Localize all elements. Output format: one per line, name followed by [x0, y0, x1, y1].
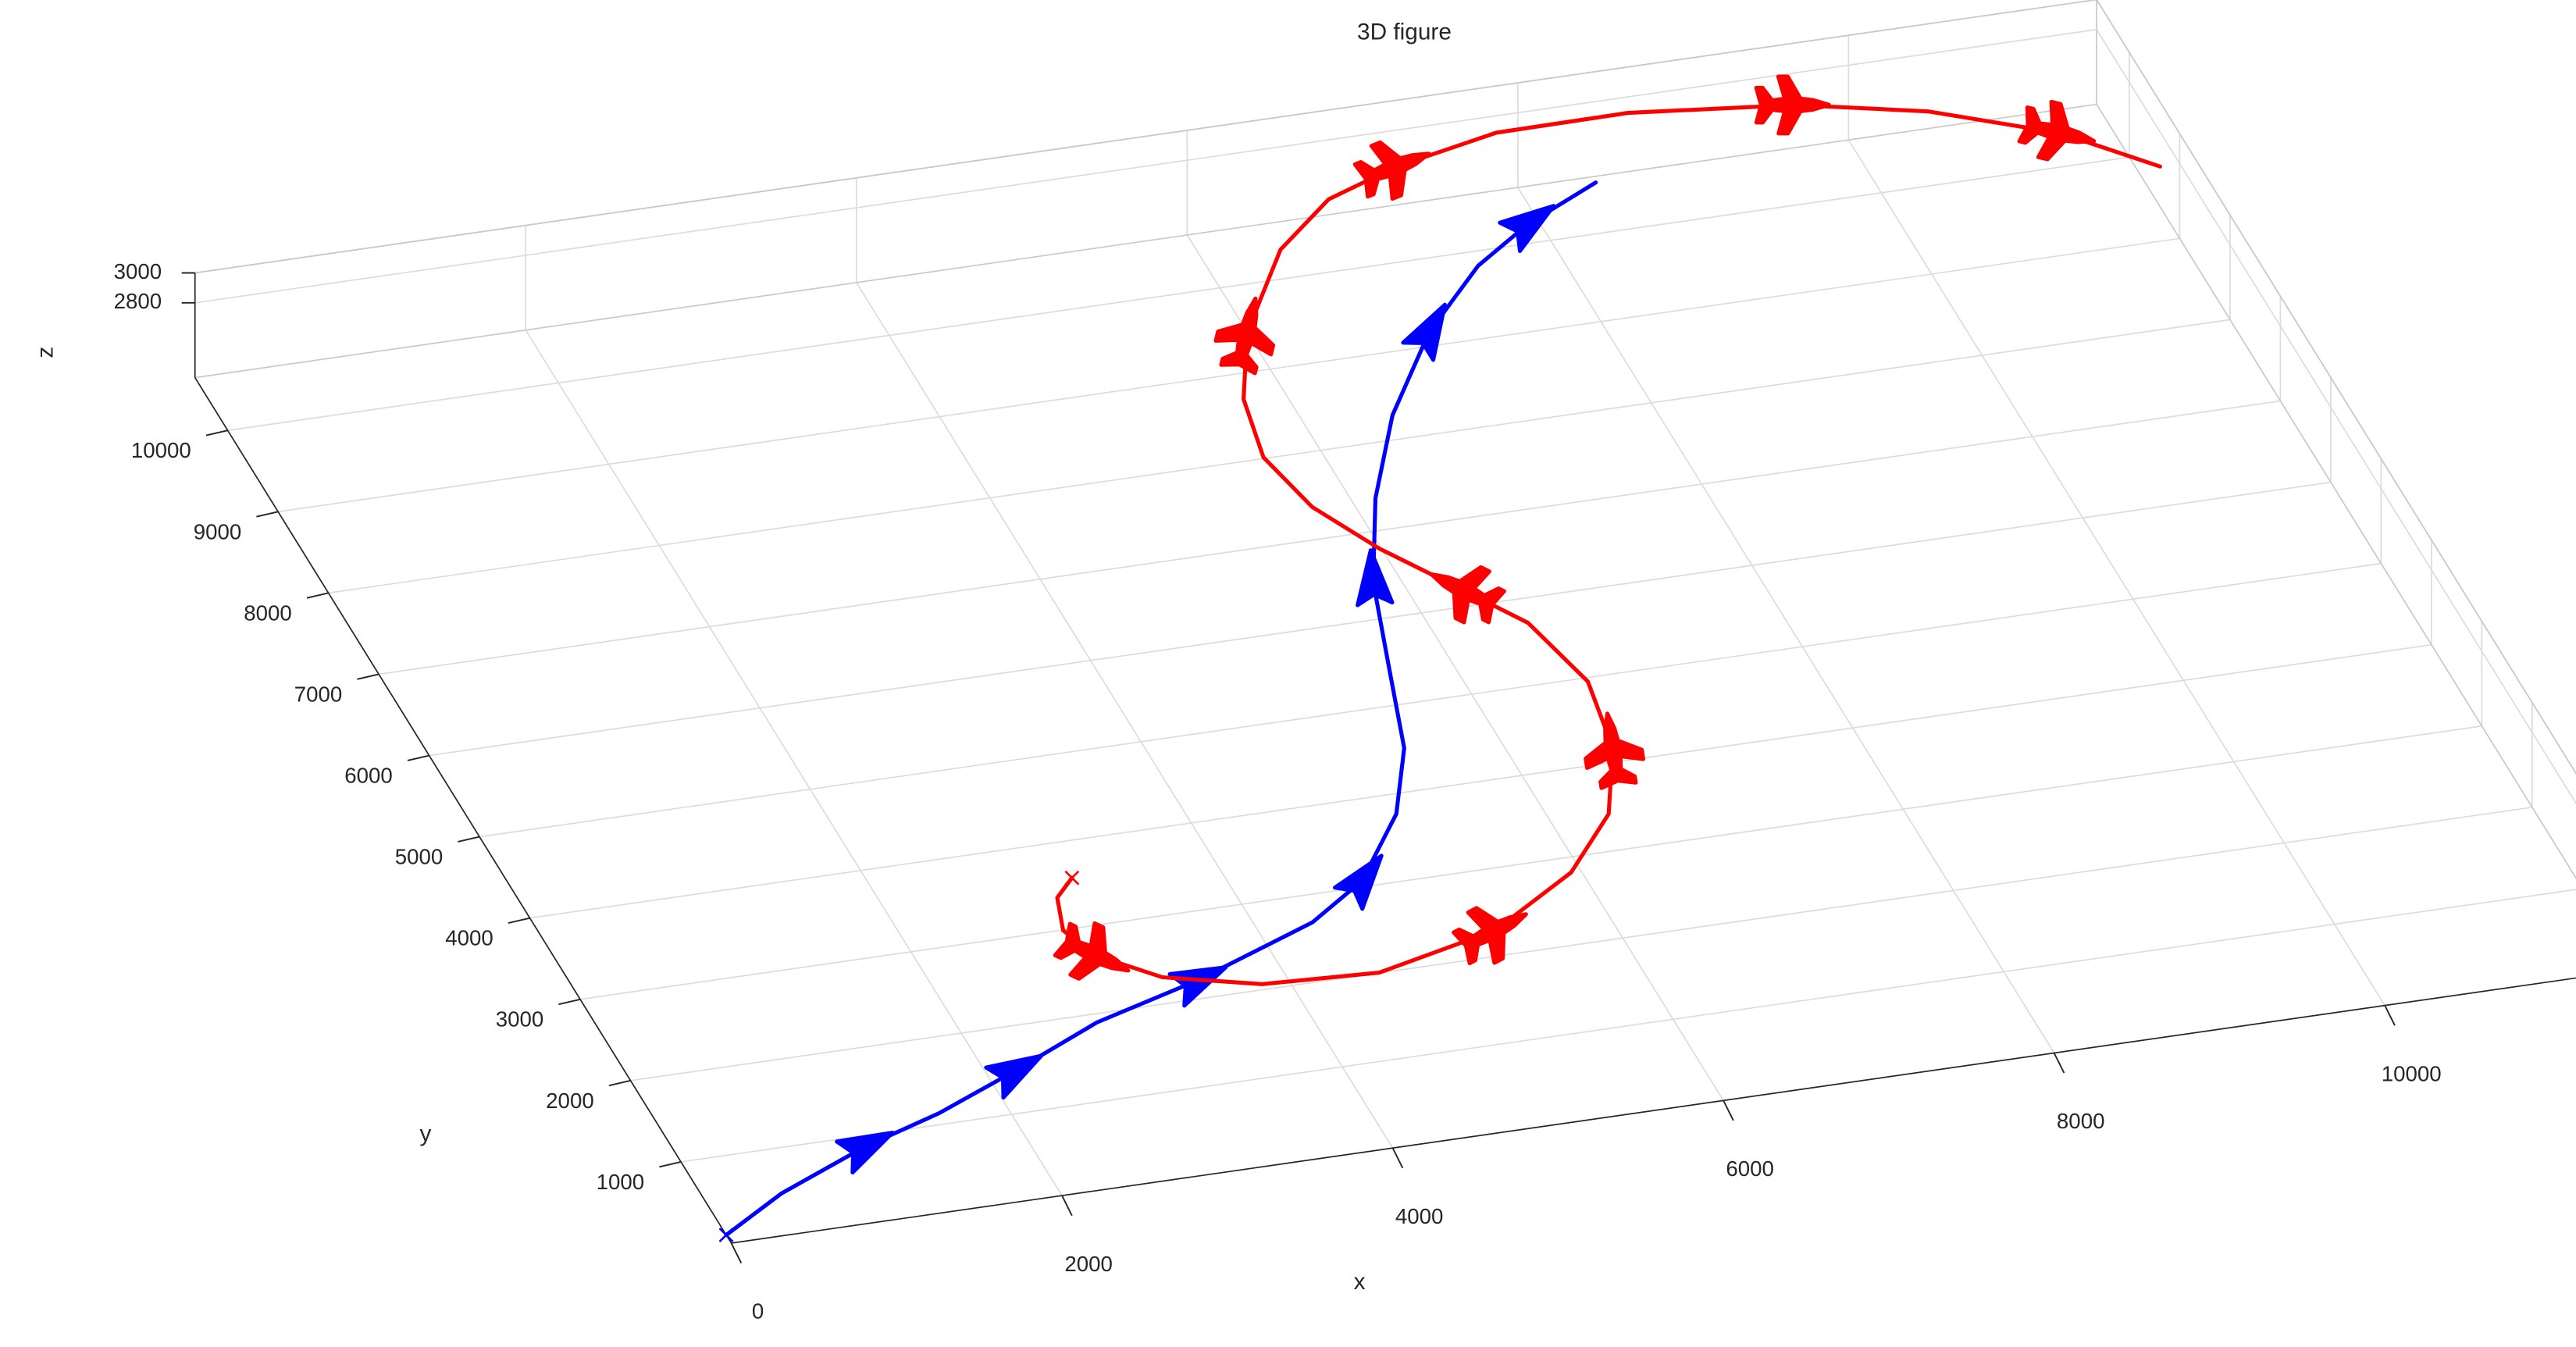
x-tick — [2053, 1053, 2065, 1074]
aircraft-marker — [1356, 548, 1395, 608]
aircraft-marker — [1332, 853, 1384, 911]
x-tick — [1391, 1147, 1404, 1169]
grid-line — [1517, 187, 2055, 1053]
aircraft-marker — [1213, 296, 1276, 376]
y-tick-label: 4000 — [445, 926, 493, 950]
grid-line — [579, 725, 2482, 1000]
z-tick-label: 2800 — [114, 289, 162, 313]
grid-line — [856, 282, 1394, 1149]
y-tick — [608, 1079, 631, 1087]
x-tick-label: 8000 — [2057, 1109, 2105, 1133]
y-tick — [407, 754, 429, 761]
aircraft-marker — [1429, 565, 1506, 625]
y-tick — [205, 429, 228, 437]
aircraft-marker — [1053, 921, 1131, 981]
y-tick — [306, 592, 329, 599]
y-axis-line — [194, 377, 732, 1244]
y-tick-label: 3000 — [496, 1007, 544, 1032]
box-edge — [194, 0, 2097, 274]
y-tick — [659, 1160, 682, 1168]
x-tick-label: 4000 — [1395, 1204, 1444, 1228]
x-tick — [1061, 1195, 1073, 1217]
x-axis-label: x — [1354, 1269, 1366, 1295]
grid-line — [529, 643, 2432, 919]
y-tick — [458, 836, 480, 843]
aircraft-marker — [1584, 711, 1646, 790]
y-axis-label: y — [419, 1121, 431, 1147]
aircraft-marker — [1498, 204, 1556, 254]
box-edge — [194, 103, 2097, 379]
aircraft-marker — [1401, 302, 1447, 362]
y-tick — [508, 917, 530, 924]
x-tick-label: 0 — [752, 1299, 764, 1324]
x-tick-label: 10000 — [2382, 1061, 2442, 1085]
grid-line — [1186, 234, 1724, 1101]
grid-line — [2096, 29, 2576, 805]
x-tick — [730, 1242, 743, 1263]
aircraft-marker — [984, 1053, 1044, 1100]
y-tick-label: 2000 — [546, 1089, 594, 1113]
grid-line — [278, 237, 2180, 513]
box-edge — [2096, 0, 2576, 775]
grid-line — [328, 319, 2231, 594]
x-tick-label: 6000 — [1726, 1156, 1774, 1181]
z-axis-label: z — [33, 347, 59, 358]
x-tick — [2384, 1005, 2396, 1026]
y-tick — [558, 998, 581, 1006]
grid-line — [680, 889, 2576, 1163]
box-edge — [2096, 104, 2576, 880]
start-marker — [718, 1228, 734, 1242]
grid-line — [227, 156, 2130, 432]
y-tick-label: 8000 — [244, 600, 292, 625]
x-axis-line — [731, 977, 2576, 1244]
y-tick-label: 7000 — [294, 682, 343, 706]
z-tick-label: 3000 — [114, 259, 162, 283]
aircraft-marker — [1452, 906, 1528, 966]
grid-line — [630, 806, 2532, 1082]
grid-line — [525, 330, 1063, 1196]
chart-title: 3D figure — [1357, 19, 1452, 45]
aircraft-marker — [835, 1130, 895, 1175]
y-tick — [256, 511, 279, 518]
grid-line — [378, 400, 2281, 675]
aircraft-marker — [1754, 74, 1831, 136]
aircraft-marker — [1352, 140, 1431, 201]
grid-line — [1847, 139, 2385, 1007]
trajectory — [1055, 102, 2162, 986]
x-tick — [1723, 1099, 1734, 1121]
x-tick-label: 2000 — [1064, 1252, 1113, 1276]
data-layer — [718, 74, 2162, 1242]
start-marker — [1064, 870, 1080, 886]
axis-layer: 0 2000 4000 6000 8000 10000 1000 2000 3000 4000 50… — [114, 0, 2576, 1324]
aircraft-marker — [2017, 99, 2097, 162]
y-tick-label: 9000 — [194, 519, 242, 543]
y-tick-label: 10000 — [131, 438, 191, 462]
grid-line — [479, 562, 2382, 838]
y-tick — [357, 673, 379, 680]
y-tick-label: 6000 — [344, 764, 393, 788]
y-tick-label: 5000 — [395, 845, 444, 869]
y-tick-label: 1000 — [597, 1170, 645, 1194]
